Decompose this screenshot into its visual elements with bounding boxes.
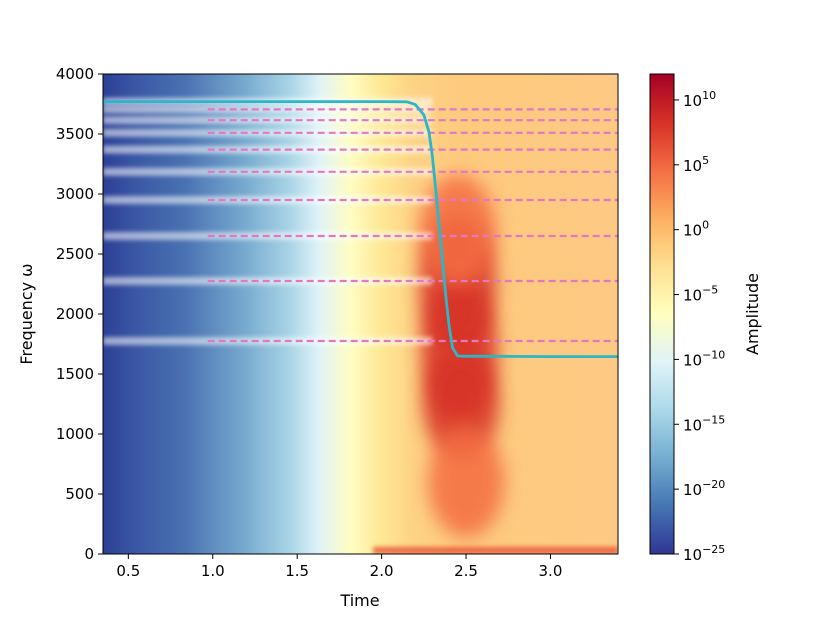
- series-layer: [103, 100, 618, 359]
- colorbar-gradient: [649, 73, 675, 555]
- x-axis: 0.5 1.0 1.5 2.0 2.5 3.0: [116, 554, 562, 580]
- colorbar-tick-label: 10−25: [683, 543, 725, 564]
- y-tick-label: 1000: [56, 425, 94, 443]
- frequency-series-line: [103, 100, 618, 359]
- y-tick-label: 4000: [56, 65, 94, 83]
- colorbar-tick-label: 105: [683, 154, 709, 175]
- heatmap-hot-regions: [373, 175, 618, 554]
- colorbar-tick-label: 100: [683, 219, 709, 240]
- y-tick-label: 3000: [56, 185, 94, 203]
- y-tick-label: 1500: [56, 365, 94, 383]
- colorbar-tick-label: 10−5: [683, 284, 718, 305]
- heatmap-hot-region: [419, 175, 496, 285]
- y-tick-label: 2500: [56, 245, 94, 263]
- x-tick-label: 2.0: [370, 562, 394, 580]
- heatmap-low-frequency-strip: [373, 546, 618, 554]
- colorbar-label: Amplitude: [743, 273, 762, 355]
- x-tick-label: 0.5: [116, 562, 140, 580]
- x-tick-label: 1.5: [285, 562, 309, 580]
- y-axis-label: Frequency ω: [17, 263, 36, 364]
- colorbar-tick-label: 1010: [683, 89, 716, 110]
- y-axis: 0 500 1000 1500 2000 2500 3000 3500 4000: [56, 65, 103, 563]
- reference-lines: [207, 108, 618, 343]
- colorbar-ticks: 1010 105 100 10−5 10−10 10−15 10−20 10−25: [674, 89, 725, 564]
- colorbar-tick-label: 10−15: [683, 413, 725, 434]
- x-tick-label: 3.0: [539, 562, 563, 580]
- x-tick-label: 2.5: [454, 562, 478, 580]
- x-tick-label: 1.0: [201, 562, 225, 580]
- plot-area: [103, 74, 618, 554]
- colorbar-tick-label: 10−10: [683, 348, 725, 369]
- y-tick-label: 2000: [56, 305, 94, 323]
- colorbar: 1010 105 100 10−5 10−10 10−15 10−20 10−25 Ampli…: [649, 73, 762, 564]
- heatmap-background: [103, 74, 618, 554]
- x-axis-label: Time: [339, 591, 379, 610]
- colorbar-tick-label: 10−20: [683, 478, 725, 499]
- y-tick-label: 0: [84, 545, 94, 563]
- y-tick-label: 500: [65, 485, 94, 503]
- y-tick-label: 3500: [56, 125, 94, 143]
- heatmap-hot-region: [428, 427, 505, 537]
